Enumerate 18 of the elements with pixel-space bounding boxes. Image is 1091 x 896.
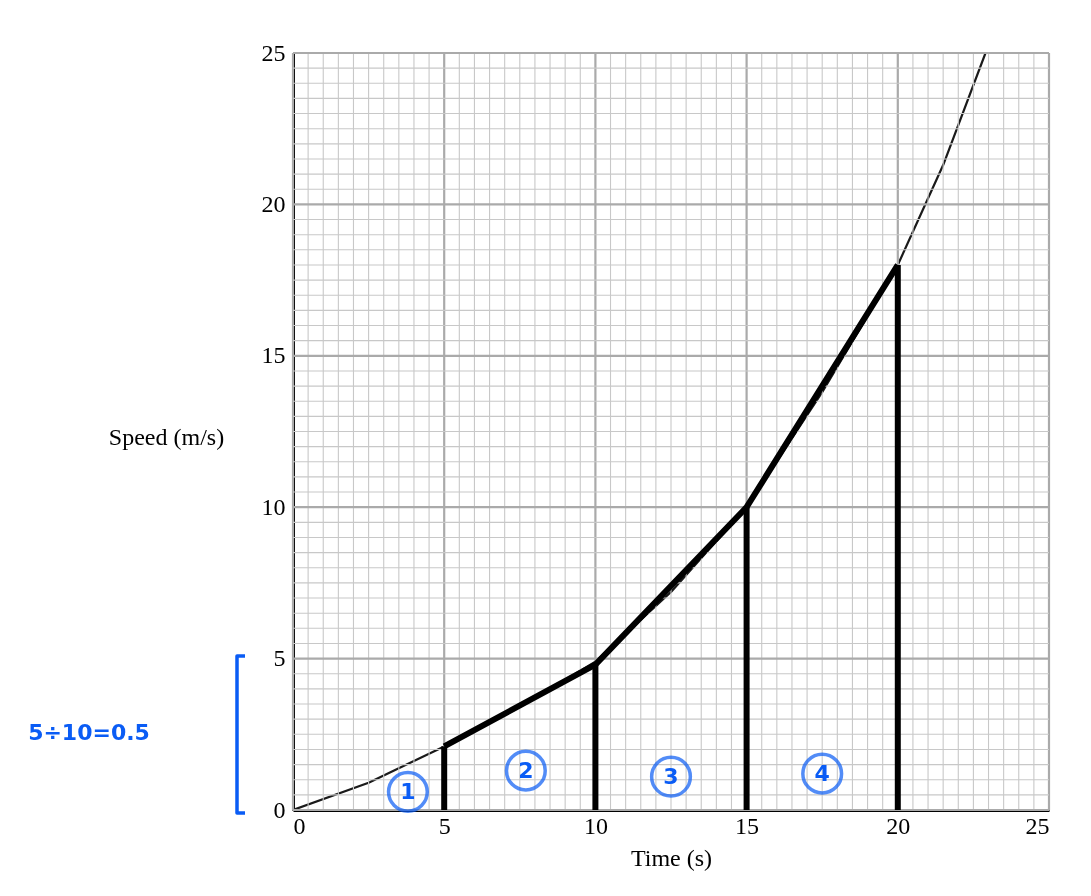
y-axis-title: Speed (m/s)	[108, 423, 225, 450]
annotation: 4	[814, 760, 830, 786]
x-tick-label: 10	[583, 812, 608, 839]
x-tick-label: 20	[886, 812, 911, 839]
y-tick-label: 20	[261, 190, 286, 217]
x-tick-label: 5	[438, 812, 451, 839]
x-tick-label: 0	[293, 812, 306, 839]
y-tick-label: 10	[261, 493, 286, 520]
annotation: 3	[663, 763, 679, 789]
annotation: 1	[400, 778, 416, 804]
x-axis-title: Time (s)	[630, 844, 713, 871]
y-tick-label: 15	[261, 342, 286, 369]
text: 5÷10=0.5	[28, 720, 150, 745]
x-tick-label: 15	[735, 812, 760, 839]
y-tick-label: 5	[273, 645, 286, 672]
y-tick-label: 25	[261, 39, 286, 66]
x-tick-label: 25	[1025, 812, 1050, 839]
annotation: 2	[518, 757, 534, 783]
